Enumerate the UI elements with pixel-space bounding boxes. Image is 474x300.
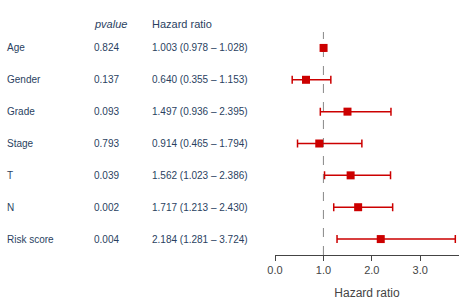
svg-text:Age: Age xyxy=(7,42,25,53)
svg-text:Gender: Gender xyxy=(7,74,41,85)
svg-text:N: N xyxy=(7,202,14,213)
svg-text:T: T xyxy=(7,170,13,181)
svg-text:2.0: 2.0 xyxy=(364,264,379,276)
svg-text:0.039: 0.039 xyxy=(94,170,119,181)
svg-text:1.562 (1.023 – 2.386): 1.562 (1.023 – 2.386) xyxy=(152,170,248,181)
svg-text:2.184 (1.281 – 3.724): 2.184 (1.281 – 3.724) xyxy=(152,234,248,245)
svg-text:0.002: 0.002 xyxy=(94,202,119,213)
svg-text:Hazard ratio: Hazard ratio xyxy=(152,18,212,30)
svg-text:0.0: 0.0 xyxy=(267,264,282,276)
svg-text:0.640 (0.355 – 1.153): 0.640 (0.355 – 1.153) xyxy=(152,74,248,85)
svg-text:0.824: 0.824 xyxy=(94,42,119,53)
svg-text:0.793: 0.793 xyxy=(94,138,119,149)
svg-text:Stage: Stage xyxy=(7,138,34,149)
svg-text:1.717 (1.213 – 2.430): 1.717 (1.213 – 2.430) xyxy=(152,202,248,213)
svg-text:1.0: 1.0 xyxy=(316,264,331,276)
svg-text:3.0: 3.0 xyxy=(413,264,428,276)
svg-text:1.003 (0.978 – 1.028): 1.003 (0.978 – 1.028) xyxy=(152,42,248,53)
svg-text:0.914 (0.465 – 1.794): 0.914 (0.465 – 1.794) xyxy=(152,138,248,149)
svg-text:Risk score: Risk score xyxy=(7,234,54,245)
svg-text:0.093: 0.093 xyxy=(94,106,119,117)
svg-text:0.137: 0.137 xyxy=(94,74,119,85)
svg-text:1.497 (0.936 – 2.395): 1.497 (0.936 – 2.395) xyxy=(152,106,248,117)
svg-text:pvalue: pvalue xyxy=(94,18,127,30)
svg-text:0.004: 0.004 xyxy=(94,234,119,245)
svg-text:Hazard ratio: Hazard ratio xyxy=(334,286,400,300)
svg-text:Grade: Grade xyxy=(7,106,35,117)
